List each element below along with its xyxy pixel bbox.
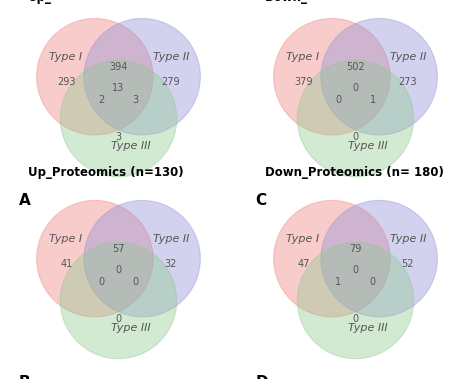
Text: Type III: Type III bbox=[111, 323, 151, 333]
Circle shape bbox=[60, 242, 177, 359]
Text: 52: 52 bbox=[401, 259, 414, 269]
Text: 273: 273 bbox=[398, 77, 417, 87]
Text: Up_: Up_ bbox=[27, 0, 51, 4]
Text: 0: 0 bbox=[116, 314, 121, 324]
Text: Type III: Type III bbox=[111, 141, 151, 151]
Text: Type I: Type I bbox=[286, 233, 319, 244]
Text: 79: 79 bbox=[349, 244, 362, 254]
Circle shape bbox=[297, 60, 414, 177]
Circle shape bbox=[60, 60, 177, 177]
Text: 41: 41 bbox=[61, 259, 73, 269]
Circle shape bbox=[273, 19, 390, 135]
Text: 1: 1 bbox=[335, 277, 341, 287]
Text: Type I: Type I bbox=[286, 52, 319, 62]
Text: Type III: Type III bbox=[348, 323, 388, 333]
Text: D: D bbox=[255, 375, 268, 379]
Text: Down_: Down_ bbox=[264, 0, 308, 4]
Text: 0: 0 bbox=[116, 265, 121, 275]
Text: 293: 293 bbox=[57, 77, 76, 87]
Circle shape bbox=[273, 200, 390, 317]
Text: 0: 0 bbox=[353, 265, 358, 275]
Text: C: C bbox=[255, 193, 266, 208]
Text: Type I: Type I bbox=[49, 52, 82, 62]
Circle shape bbox=[297, 242, 414, 359]
Text: Up_Proteomics (n=130): Up_Proteomics (n=130) bbox=[27, 166, 183, 179]
Text: 1: 1 bbox=[370, 96, 376, 105]
Text: 3: 3 bbox=[116, 132, 121, 142]
Text: Type I: Type I bbox=[49, 233, 82, 244]
Circle shape bbox=[36, 19, 153, 135]
Text: B: B bbox=[18, 375, 30, 379]
Text: 279: 279 bbox=[161, 77, 180, 87]
Text: 0: 0 bbox=[370, 277, 376, 287]
Text: Type II: Type II bbox=[390, 52, 427, 62]
Text: Type II: Type II bbox=[153, 52, 190, 62]
Circle shape bbox=[321, 19, 438, 135]
Text: 0: 0 bbox=[353, 132, 358, 142]
Text: 0: 0 bbox=[353, 83, 358, 93]
Text: 502: 502 bbox=[346, 62, 365, 72]
Text: 2: 2 bbox=[98, 96, 104, 105]
Text: 32: 32 bbox=[164, 259, 176, 269]
Text: 47: 47 bbox=[298, 259, 310, 269]
Circle shape bbox=[84, 19, 201, 135]
Text: 379: 379 bbox=[294, 77, 313, 87]
Text: 394: 394 bbox=[109, 62, 128, 72]
Text: 0: 0 bbox=[133, 277, 139, 287]
Text: 57: 57 bbox=[112, 244, 125, 254]
Text: Type II: Type II bbox=[390, 233, 427, 244]
Text: 0: 0 bbox=[335, 96, 341, 105]
Text: Type II: Type II bbox=[153, 233, 190, 244]
Text: 0: 0 bbox=[98, 277, 104, 287]
Circle shape bbox=[36, 200, 153, 317]
Text: A: A bbox=[18, 193, 30, 208]
Text: 3: 3 bbox=[133, 96, 139, 105]
Text: 13: 13 bbox=[112, 83, 125, 93]
Text: Type III: Type III bbox=[348, 141, 388, 151]
Text: 0: 0 bbox=[353, 314, 358, 324]
Text: Down_Proteomics (n= 180): Down_Proteomics (n= 180) bbox=[264, 166, 443, 179]
Circle shape bbox=[321, 200, 438, 317]
Circle shape bbox=[84, 200, 201, 317]
